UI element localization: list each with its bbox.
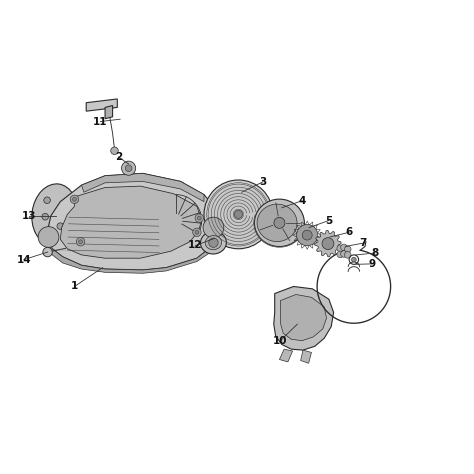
Text: 7: 7 [360,238,367,248]
Circle shape [322,237,334,249]
Text: 3: 3 [259,177,266,187]
Text: 10: 10 [273,336,288,346]
Ellipse shape [257,204,297,242]
Polygon shape [105,106,113,118]
Circle shape [44,197,50,203]
Text: 9: 9 [369,259,376,269]
Text: 13: 13 [21,211,36,221]
Circle shape [274,218,285,228]
Circle shape [121,161,136,175]
Text: 11: 11 [93,117,108,127]
Text: 12: 12 [188,240,203,250]
Circle shape [209,238,218,247]
Polygon shape [301,350,311,363]
Circle shape [38,227,59,247]
Ellipse shape [255,199,304,246]
Circle shape [195,214,203,222]
Polygon shape [274,286,334,350]
Circle shape [297,225,318,246]
Text: 14: 14 [17,255,31,264]
Circle shape [345,252,351,258]
Text: 4: 4 [298,196,306,206]
Circle shape [203,217,224,238]
Circle shape [125,165,132,172]
Polygon shape [86,99,117,111]
Polygon shape [46,237,216,273]
Circle shape [302,230,312,240]
Circle shape [337,245,344,252]
Circle shape [42,213,48,220]
Polygon shape [46,173,218,270]
Circle shape [337,251,344,258]
Circle shape [341,251,347,257]
Circle shape [70,195,79,203]
Text: 6: 6 [346,228,353,237]
Circle shape [341,244,347,251]
Circle shape [204,180,273,249]
Text: 1: 1 [71,282,78,292]
Circle shape [197,216,201,220]
Ellipse shape [201,231,227,254]
Circle shape [234,210,243,219]
Text: 8: 8 [372,248,379,258]
Circle shape [207,183,270,246]
Circle shape [57,223,64,229]
Circle shape [345,246,351,253]
Polygon shape [315,230,341,257]
Polygon shape [279,349,292,362]
Polygon shape [82,173,204,201]
Text: 2: 2 [115,152,122,162]
Circle shape [79,240,82,244]
Circle shape [76,237,85,246]
Circle shape [43,247,52,257]
Ellipse shape [32,184,77,245]
Ellipse shape [205,236,222,250]
Circle shape [73,197,76,201]
Text: 5: 5 [325,216,333,226]
Polygon shape [280,294,327,341]
Circle shape [195,230,199,234]
Circle shape [193,228,201,237]
Circle shape [111,147,118,155]
Polygon shape [60,186,201,258]
Circle shape [352,257,356,262]
